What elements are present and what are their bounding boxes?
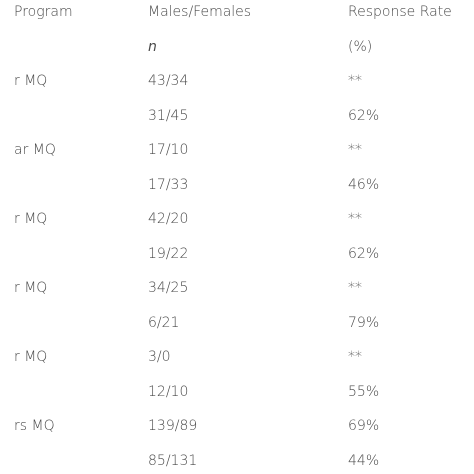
- table-cell: 17/33: [148, 176, 189, 193]
- table-cell: Program: [14, 4, 73, 20]
- table-cell: 85/131: [148, 452, 198, 469]
- table-cell: 139/89: [148, 418, 198, 434]
- table-cell: 69%: [348, 418, 380, 434]
- table-cell: n: [148, 38, 157, 55]
- table-cell: r MQ: [14, 349, 48, 365]
- table-cell: 44%: [348, 452, 380, 469]
- table-cell: 43/34: [148, 73, 189, 89]
- table-cell: Males/Females: [148, 4, 252, 20]
- table-cell: 19/22: [148, 245, 189, 262]
- table-cell: (%): [348, 38, 373, 55]
- table-cell: ar MQ: [14, 142, 56, 158]
- table-cell: r MQ: [14, 280, 48, 296]
- table-cell: 34/25: [148, 280, 189, 296]
- table-cell: r MQ: [14, 211, 48, 227]
- table-cell: r MQ: [14, 73, 48, 89]
- table-cell: 12/10: [148, 383, 189, 400]
- table-cell: 6/21: [148, 314, 180, 331]
- table-cell: 17/10: [148, 142, 189, 158]
- table-cell: rs MQ: [14, 418, 55, 434]
- table-cell: Response Rate: [348, 4, 452, 20]
- table-cell: 62%: [348, 107, 380, 124]
- table-cell: **: [348, 280, 362, 296]
- table-cell: 3/0: [148, 349, 171, 365]
- table-cell: 42/20: [148, 211, 189, 227]
- table-cell: 55%: [348, 383, 380, 400]
- table-cell: **: [348, 73, 362, 89]
- table-cell: 79%: [348, 314, 380, 331]
- table-cell: 31/45: [148, 107, 189, 124]
- table-cell: 62%: [348, 245, 380, 262]
- table-cell: **: [348, 349, 362, 365]
- table-cell: **: [348, 142, 362, 158]
- table-cell: 46%: [348, 176, 380, 193]
- table-cell: **: [348, 211, 362, 227]
